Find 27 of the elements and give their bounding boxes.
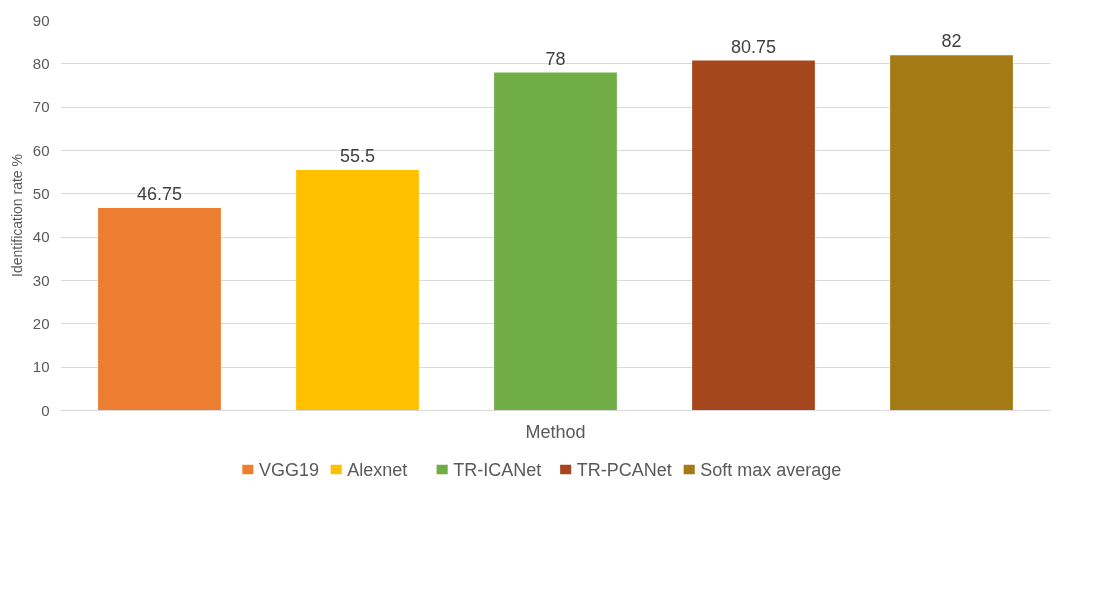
- y-tick-label: 60: [32, 141, 50, 159]
- data-label: 80.75: [730, 36, 777, 57]
- x-tick-label: Method: [525, 421, 586, 442]
- legend-label: VGG19: [258, 459, 319, 480]
- bar: [692, 60, 815, 411]
- y-tick-label: 40: [32, 228, 50, 246]
- legend-label: Alexnet: [347, 459, 408, 480]
- legend-label: TR-ICANet: [453, 459, 542, 480]
- data-label: 78: [545, 48, 566, 69]
- y-tick-label: 80: [32, 54, 50, 72]
- y-tick-label: 90: [32, 11, 50, 29]
- bar: [890, 55, 1013, 411]
- y-tick-label: 10: [32, 358, 50, 376]
- legend-label: Soft max average: [700, 459, 842, 480]
- y-tick-label: 30: [32, 271, 50, 289]
- y-tick-label: 70: [32, 98, 50, 116]
- bar: [98, 207, 221, 411]
- bar: [494, 72, 617, 411]
- data-label: 82: [941, 31, 962, 52]
- y-tick-label: 0: [41, 401, 50, 419]
- y-tick-label: 20: [32, 314, 50, 332]
- legend-label: TR-PCANet: [576, 459, 672, 480]
- y-axis-title: Identification rate %: [8, 154, 25, 277]
- data-label: 55.5: [339, 146, 376, 166]
- data-label: 46.75: [136, 183, 183, 204]
- y-tick-label: 50: [32, 184, 50, 202]
- bar: [296, 170, 419, 411]
